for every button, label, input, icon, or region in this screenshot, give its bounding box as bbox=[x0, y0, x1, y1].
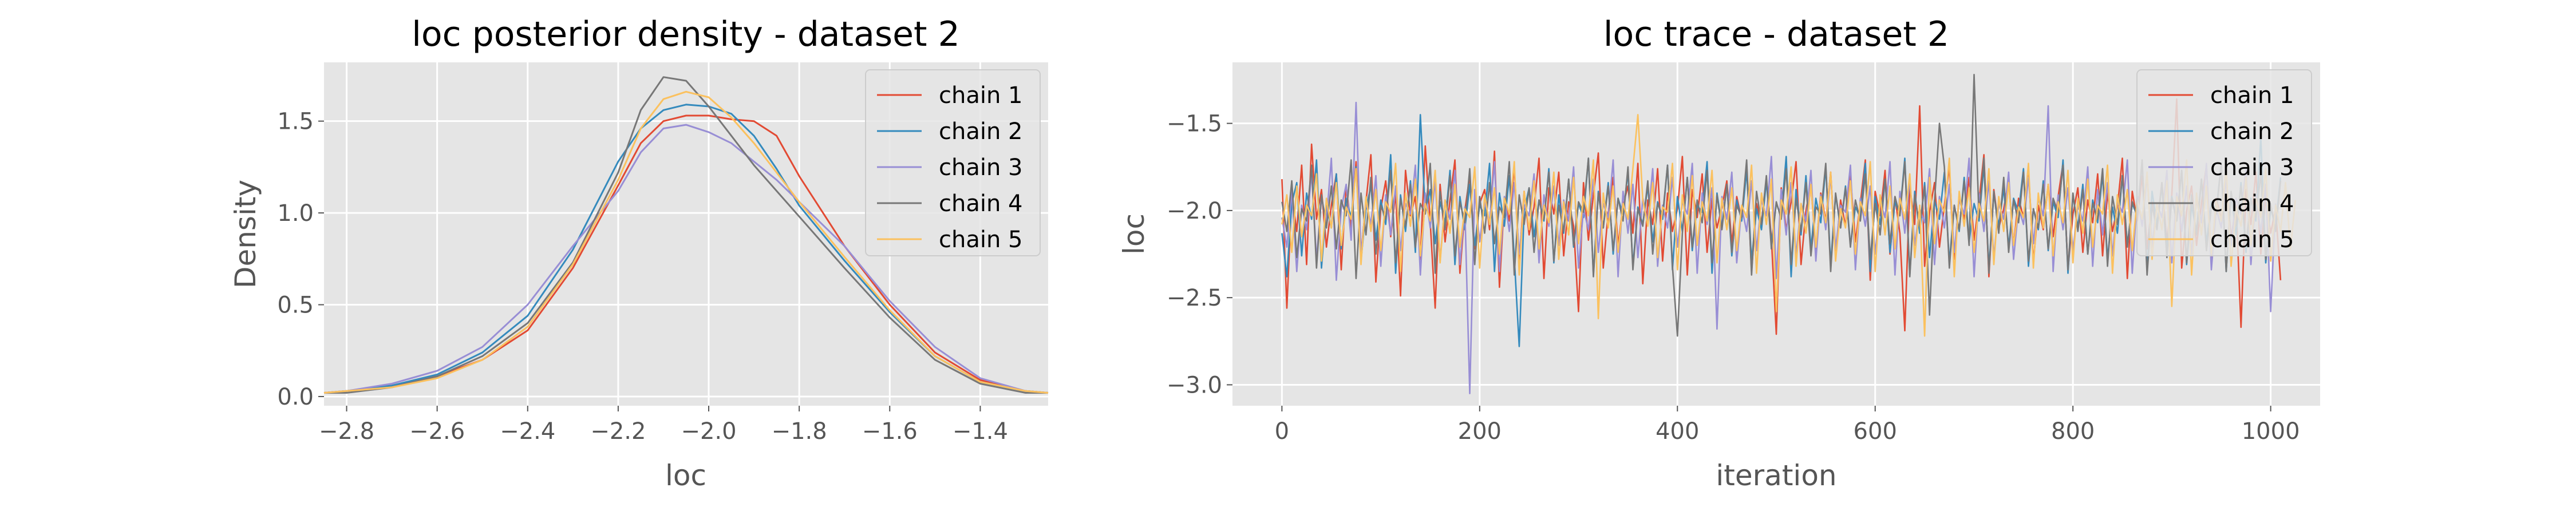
trace-y-tick-label: −3.0 bbox=[1167, 372, 1222, 398]
density-panel: −2.8 −2.6 −2.4 −2.2 −2.0 −1.8 −1.6 −1.4 0.0 0.5 1.… bbox=[229, 14, 1049, 492]
trace-legend-label-3: chain 3 bbox=[2210, 154, 2294, 181]
density-tick-labels: −2.8 −2.6 −2.4 −2.2 −2.0 −1.8 −1.6 −1.4 0.0 0.5 1.… bbox=[277, 109, 1008, 445]
density-x-tick-label: −1.8 bbox=[772, 418, 827, 445]
trace-series-line-5 bbox=[1281, 114, 2297, 337]
trace-legend-label-1: chain 1 bbox=[2210, 82, 2294, 109]
density-y-axis-label: Density bbox=[229, 180, 262, 288]
density-legend-label-3: chain 3 bbox=[939, 154, 1022, 181]
trace-x-tick-label: 400 bbox=[1656, 418, 1699, 445]
density-series-line-5 bbox=[323, 90, 1049, 394]
trace-legend-box bbox=[2136, 69, 2312, 256]
trace-y-tick-label: −2.0 bbox=[1167, 198, 1222, 224]
trace-series-lines bbox=[1281, 74, 2297, 395]
density-legend: chain 1 chain 2 chain 3 chain 4 chain 5 bbox=[865, 69, 1041, 256]
density-series-lines bbox=[323, 76, 1049, 394]
density-y-tick-label: 1.0 bbox=[277, 200, 314, 227]
density-x-tick-label: −2.6 bbox=[409, 418, 465, 445]
trace-y-axis-label: loc bbox=[1117, 213, 1151, 255]
density-legend-label-1: chain 1 bbox=[939, 82, 1022, 109]
density-series-line-3 bbox=[323, 124, 1049, 394]
trace-x-tick-label: 200 bbox=[1458, 418, 1502, 445]
trace-series-line-4 bbox=[1281, 74, 2282, 337]
trace-x-tick-label: 800 bbox=[2051, 418, 2095, 445]
density-x-tick-label: −2.8 bbox=[319, 418, 374, 445]
density-legend-label-4: chain 4 bbox=[939, 191, 1022, 217]
density-y-tick-label: 1.5 bbox=[277, 109, 314, 135]
density-y-tick-label: 0.0 bbox=[277, 384, 314, 410]
density-y-tick-label: 0.5 bbox=[277, 292, 314, 319]
density-x-tick-label: −1.6 bbox=[862, 418, 918, 445]
density-x-tick-label: −2.0 bbox=[681, 418, 736, 445]
density-series-line-4 bbox=[324, 76, 1048, 394]
trace-legend-label-4: chain 4 bbox=[2210, 191, 2294, 217]
trace-legend-label-5: chain 5 bbox=[2210, 227, 2294, 253]
density-legend-box bbox=[865, 69, 1041, 256]
density-legend-label-2: chain 2 bbox=[939, 118, 1022, 145]
density-title: loc posterior density - dataset 2 bbox=[412, 14, 960, 54]
trace-x-tick-label: 1000 bbox=[2242, 418, 2300, 445]
trace-x-axis-label: iteration bbox=[1716, 459, 1836, 492]
trace-legend: chain 1 chain 2 chain 3 chain 4 chain 5 bbox=[2136, 69, 2312, 256]
trace-title: loc trace - dataset 2 bbox=[1603, 14, 1949, 54]
trace-panel: 0 200 400 600 800 1000 −3.0 −2.5 −2.0 −1.5 loc tr… bbox=[1117, 14, 2320, 492]
trace-legend-label-2: chain 2 bbox=[2210, 118, 2294, 145]
trace-tick-labels: 0 200 400 600 800 1000 −3.0 −2.5 −2.0 −1.5 bbox=[1167, 111, 2300, 445]
trace-x-tick-label: 0 bbox=[1275, 418, 1289, 445]
density-x-tick-label: −2.2 bbox=[590, 418, 646, 445]
density-x-tick-label: −2.4 bbox=[500, 418, 555, 445]
density-x-axis-label: loc bbox=[665, 459, 706, 492]
density-x-tick-label: −1.4 bbox=[953, 418, 1008, 445]
density-legend-label-5: chain 5 bbox=[939, 227, 1022, 253]
trace-x-tick-label: 600 bbox=[1854, 418, 1897, 445]
trace-y-tick-label: −2.5 bbox=[1167, 285, 1222, 311]
trace-y-tick-label: −1.5 bbox=[1167, 111, 1222, 137]
